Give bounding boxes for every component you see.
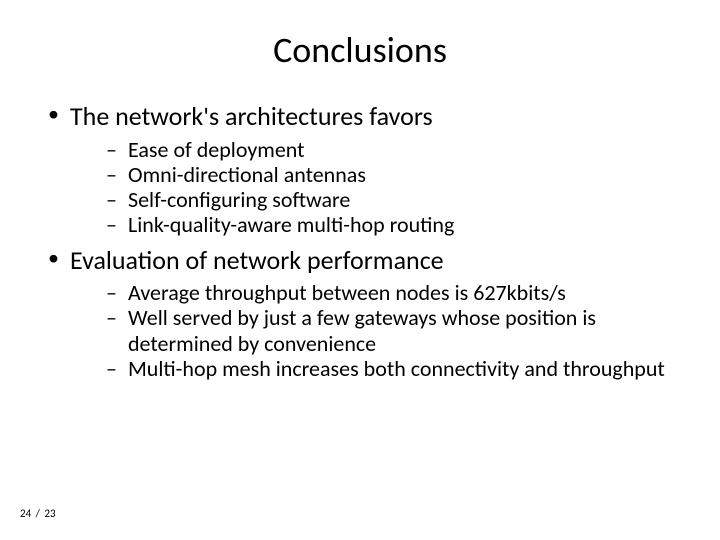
list-subitem: Well served by just a few gateways whose… [70,305,680,356]
list-item-text: The network's architectures favors [70,100,433,132]
page-current: 24 [20,507,31,520]
list-subitem: Multi-hop mesh increases both connectivi… [70,356,680,381]
slide: Conclusions The network's architectures … [0,0,720,540]
list-subitem: Link-quality-aware multi-hop routing [70,212,680,237]
list-subitem: Ease of deployment [70,137,680,162]
bullet-list: The network's architectures favors Ease … [40,100,680,381]
page-number: 24 / 23 [20,507,56,520]
list-subitem: Average throughput between nodes is 627k… [70,280,680,305]
list-subitem: Omni-directional antennas [70,162,680,187]
sub-list: Ease of deployment Omni-directional ante… [70,137,680,238]
sub-list: Average throughput between nodes is 627k… [70,280,680,381]
list-item-text: Evaluation of network performance [70,244,444,276]
page-separator: / [36,507,40,520]
list-item: Evaluation of network performance Averag… [40,244,680,382]
list-subitem: Self-configuring software [70,187,680,212]
page-total: 23 [44,507,55,520]
slide-title: Conclusions [40,28,680,72]
list-item: The network's architectures favors Ease … [40,100,680,238]
